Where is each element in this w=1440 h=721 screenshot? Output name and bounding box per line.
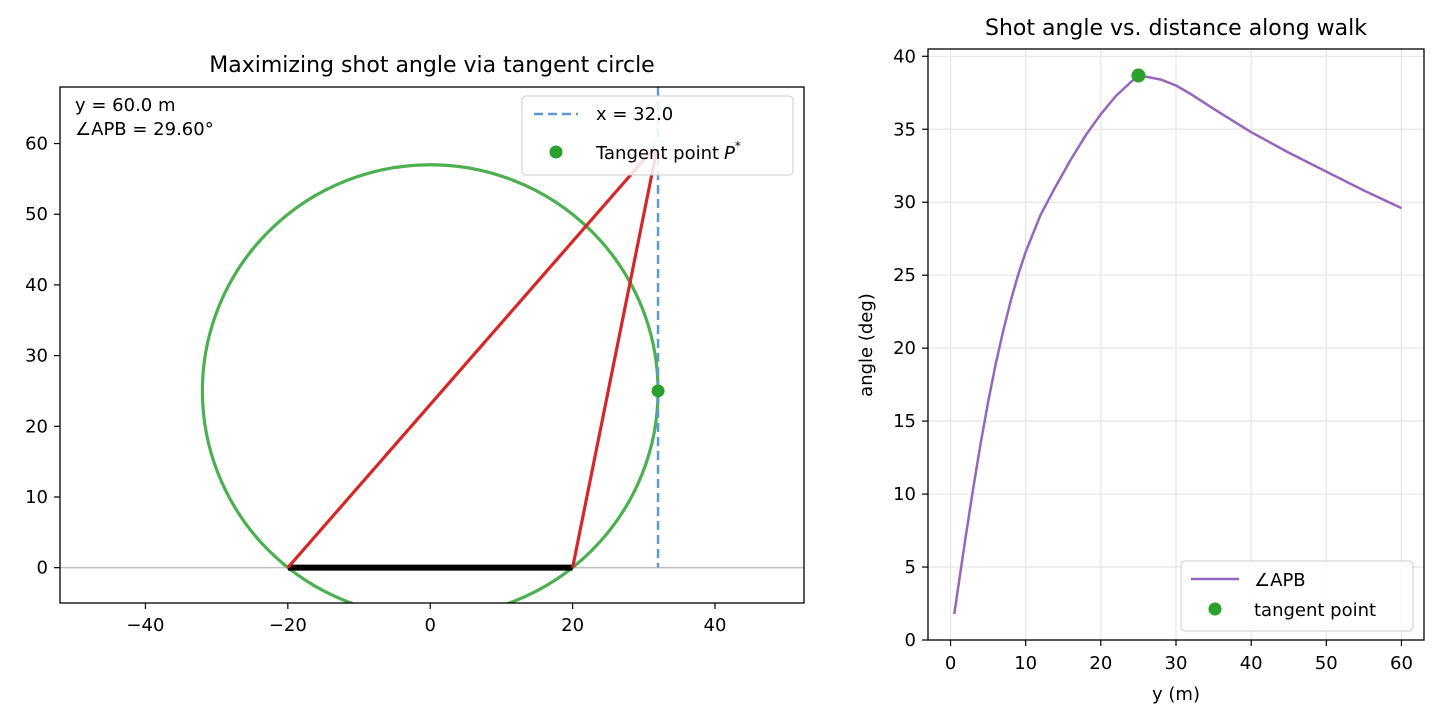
left-y-tick-label: 50 xyxy=(25,204,48,225)
left-y-tick-label: 20 xyxy=(25,416,48,437)
left-legend-tangent-math: P xyxy=(724,143,735,164)
right-x-tick-label: 40 xyxy=(1240,653,1263,674)
right-x-tick-label: 0 xyxy=(945,653,956,674)
left-x-tick-label: 0 xyxy=(424,615,435,636)
left-status-y: y = 60.0 m xyxy=(75,95,176,116)
left-x-tick-label: 40 xyxy=(704,615,727,636)
right-x-tick-label: 30 xyxy=(1165,653,1188,674)
left-legend-walk-label: x = 32.0 xyxy=(596,104,673,125)
left-y-tick-label: 30 xyxy=(25,346,48,367)
left-x-tick-label: −40 xyxy=(126,615,164,636)
right-legend-tangent-swatch xyxy=(1208,602,1222,616)
right-axis-ticks: 0 10 20 30 40 50 60 0 5 10 15 20 25 30 35 40 xyxy=(893,46,1413,674)
right-legend-series-label: ∠APB xyxy=(1254,570,1306,591)
right-y-tick-label: 10 xyxy=(893,484,916,505)
left-y-tick-label: 0 xyxy=(37,558,48,579)
tangent-circle xyxy=(200,163,660,603)
left-chart: Maximizing shot angle via tangent circle… xyxy=(25,53,805,636)
left-x-tick-label: −20 xyxy=(269,615,307,636)
right-x-axis-label: y (m) xyxy=(1152,684,1200,705)
right-x-tick-label: 10 xyxy=(1014,653,1037,674)
right-legend-tangent-label: tangent point xyxy=(1254,600,1376,621)
left-axes-frame xyxy=(59,86,805,604)
left-legend-tangent-text: Tangent point xyxy=(595,143,719,164)
left-legend: x = 32.0 Tangent point P* xyxy=(521,95,794,176)
right-grid xyxy=(928,49,1424,641)
left-legend-tangent-sup: * xyxy=(735,139,741,153)
right-y-tick-label: 40 xyxy=(893,46,916,67)
right-plot-area xyxy=(953,68,1403,615)
right-legend: ∠APB tangent point xyxy=(1180,560,1414,632)
left-legend-box xyxy=(521,95,794,176)
right-y-tick-label: 25 xyxy=(893,265,916,286)
line-A-to-P xyxy=(286,142,660,569)
right-y-tick-label: 5 xyxy=(905,557,916,578)
right-chart: Shot angle vs. distance along walk 0 10 20… xyxy=(856,16,1425,705)
series-line-0 xyxy=(953,74,1403,615)
right-x-tick-label: 60 xyxy=(1390,653,1413,674)
left-plot-area xyxy=(60,87,804,603)
left-x-tick-label: 20 xyxy=(561,615,584,636)
left-status-angle: ∠APB = 29.60° xyxy=(75,119,214,140)
left-y-tick-label: 60 xyxy=(25,134,48,155)
right-y-axis-label: angle (deg) xyxy=(856,293,877,397)
line-B-to-P xyxy=(571,143,660,568)
right-y-tick-label: 30 xyxy=(893,192,916,213)
right-x-tick-label: 50 xyxy=(1315,653,1338,674)
left-legend-tangent-swatch xyxy=(549,145,563,159)
left-axis-ticks: −40 −20 0 20 40 0 10 20 30 40 50 60 xyxy=(25,134,726,636)
right-x-tick-label: 20 xyxy=(1089,653,1112,674)
tangent-point-marker xyxy=(1131,68,1146,83)
right-y-tick-label: 15 xyxy=(893,411,916,432)
right-y-tick-label: 35 xyxy=(893,119,916,140)
right-y-tick-label: 0 xyxy=(905,630,916,651)
tangent-point-marker xyxy=(651,384,665,398)
left-chart-title: Maximizing shot angle via tangent circle xyxy=(209,53,654,78)
right-chart-title: Shot angle vs. distance along walk xyxy=(985,16,1367,41)
left-y-tick-label: 40 xyxy=(25,275,48,296)
left-legend-tangent-label: Tangent point P* xyxy=(595,139,741,164)
left-y-tick-label: 10 xyxy=(25,487,48,508)
right-y-tick-label: 20 xyxy=(893,338,916,359)
